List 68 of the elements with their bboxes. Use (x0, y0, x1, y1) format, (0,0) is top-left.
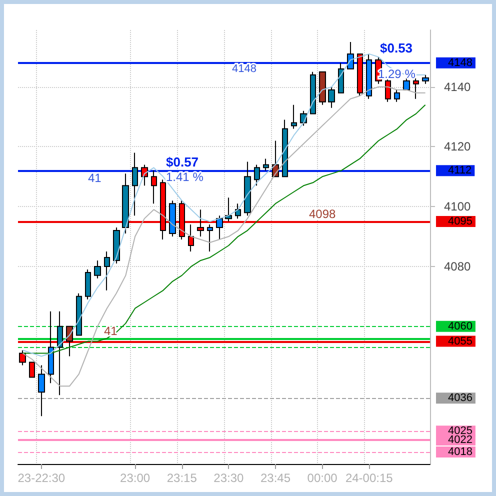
candlestick (310, 71, 316, 114)
candlestick (347, 41, 354, 70)
ref-line-label: 4148 (448, 56, 472, 69)
candlestick (338, 62, 344, 94)
x-tick-label: 23:45 (260, 471, 291, 485)
annotation: 4148 (232, 63, 256, 75)
candlestick (263, 158, 269, 172)
ref-line-label: 4060 (448, 320, 472, 332)
candlestick (328, 86, 335, 108)
annotation: $0.57 (166, 154, 199, 170)
candlestick (291, 104, 297, 130)
y-tick-label: 4100 (444, 200, 472, 214)
candlestick (282, 119, 288, 178)
y-tick-label: 4140 (444, 80, 472, 94)
x-tick-label: 00:00 (307, 471, 338, 485)
x-tick-label: 23:30 (214, 471, 244, 485)
candlestick (160, 179, 166, 240)
candlestick (422, 74, 429, 84)
x-tick-label: 23:00 (120, 471, 150, 485)
candlestick (235, 203, 241, 220)
candlestick (104, 250, 110, 291)
candlestick (29, 362, 35, 378)
annotation: 4098 (309, 207, 336, 221)
candlestick (38, 364, 45, 417)
annotation: $0.53 (380, 40, 413, 56)
y-tick-label: 4120 (444, 140, 472, 154)
y-tick-label: 4080 (444, 259, 472, 274)
candlestick (113, 227, 120, 264)
candlestick (244, 161, 251, 216)
candlestick (169, 200, 176, 238)
x-tick-label: 23:15 (166, 471, 198, 485)
candlestick (385, 77, 391, 102)
candlestick (366, 53, 372, 100)
candlestick (94, 260, 101, 279)
candlestick (122, 173, 129, 234)
annotation: 1.41 % (166, 170, 204, 184)
ref-line-label: 4095 (448, 216, 472, 228)
candlestick (225, 197, 232, 222)
candlestick (66, 326, 73, 357)
x-tick-label: 24-00:15 (345, 471, 394, 485)
candlestick (254, 164, 260, 186)
candlestick (151, 170, 157, 204)
annotation: 41 (104, 324, 118, 338)
candlestick (403, 77, 410, 90)
candlestick (216, 215, 223, 240)
candlestick (357, 53, 363, 96)
candlestick (179, 200, 185, 240)
x-tick-label: 23-22:30 (18, 471, 66, 485)
candlestick (57, 310, 63, 396)
candlestick (394, 89, 400, 102)
candlestick (132, 152, 138, 216)
annotation: 41 (88, 171, 102, 185)
candlestick (48, 310, 54, 384)
candlestick (19, 350, 26, 366)
candlestick (76, 292, 82, 336)
candlestick (413, 77, 419, 100)
candlestick (188, 224, 194, 252)
candlestick (197, 209, 204, 238)
ref-line-label: 4055 (448, 335, 472, 348)
ref-line-label: 4036 (448, 392, 472, 404)
candlestick (85, 268, 91, 300)
line-series (22, 53, 426, 357)
candlestick (319, 71, 326, 106)
ref-line-label: 4022 (448, 434, 472, 446)
line-series (22, 104, 426, 354)
ref-line-label: 4018 (448, 446, 472, 458)
candlestick (207, 224, 213, 252)
ref-line-label: 4112 (448, 164, 472, 177)
